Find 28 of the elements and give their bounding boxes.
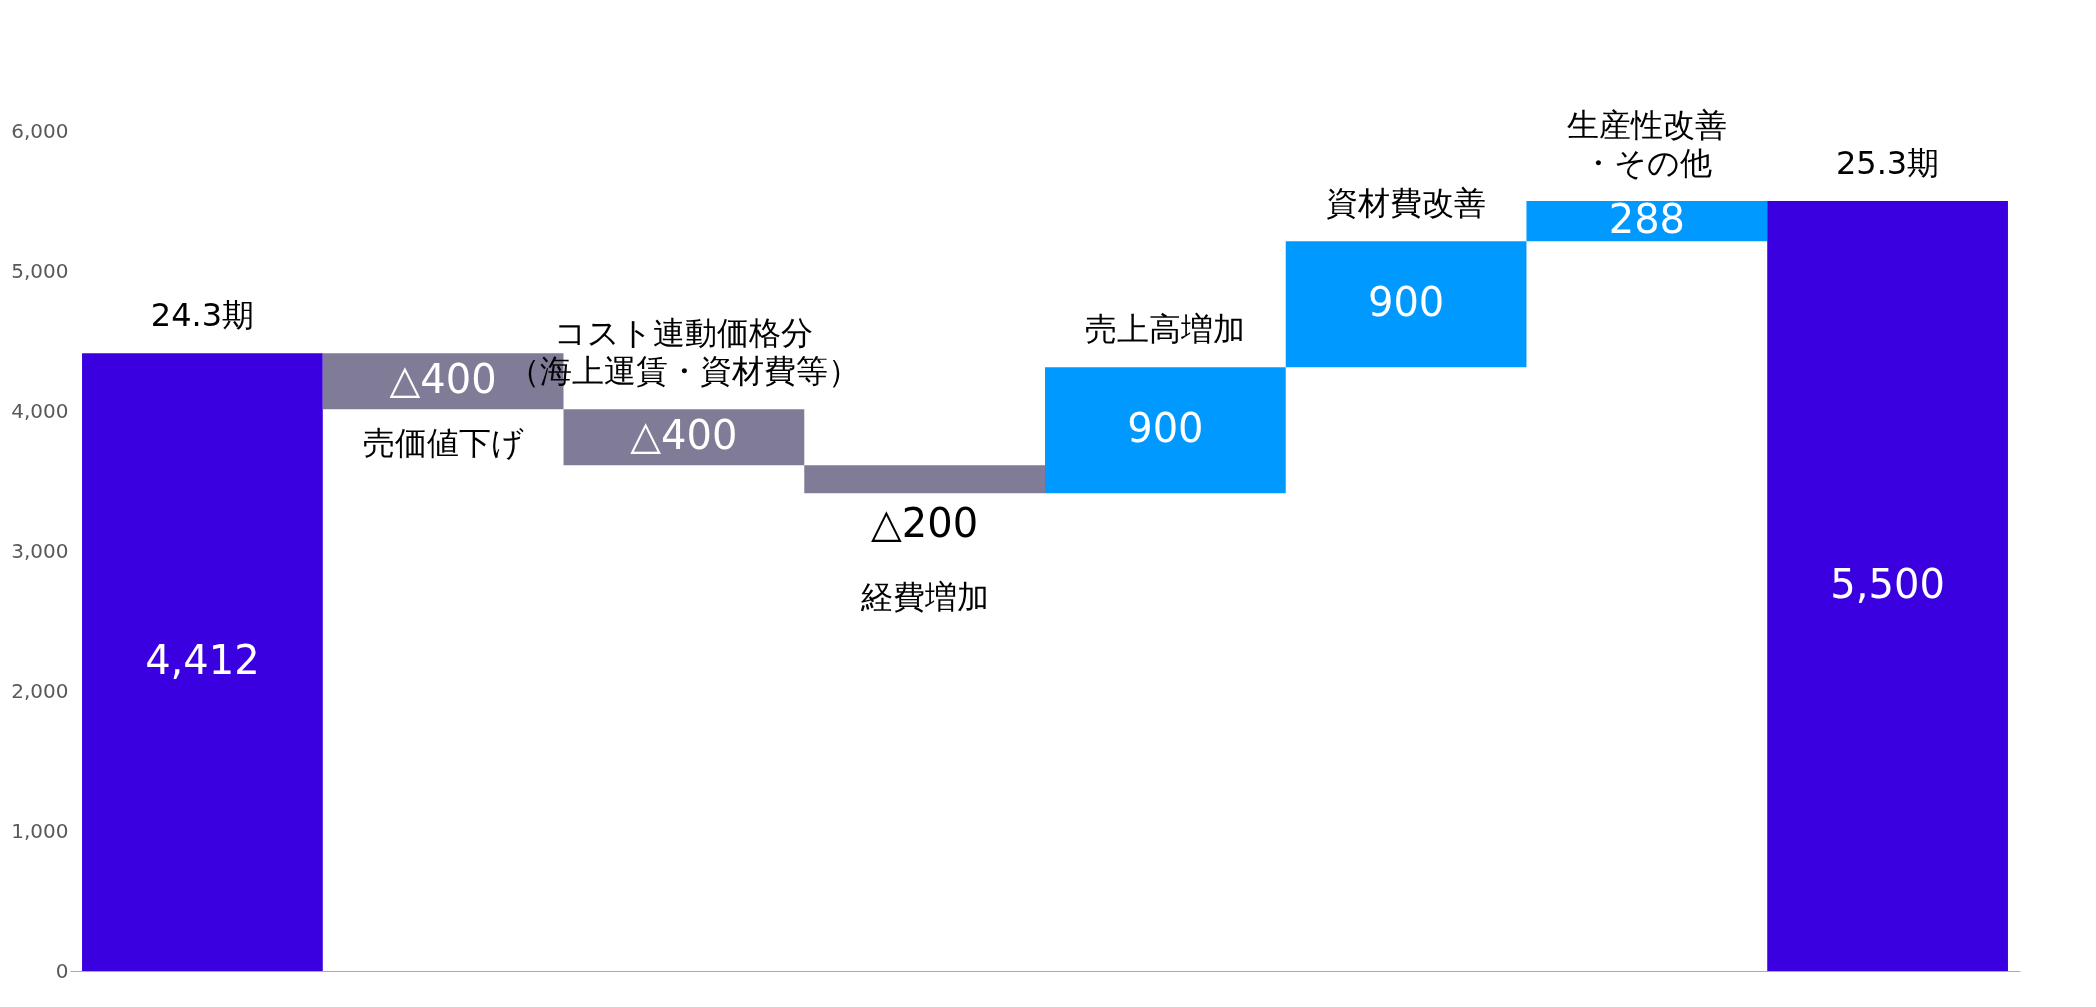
y-tick-label: 5,000 (11, 258, 69, 283)
y-tick-label: 1,000 (11, 818, 69, 843)
data-label: △400 (630, 412, 738, 459)
x-tick-label: 24.3期 (150, 296, 255, 335)
y-tick-label: 4,000 (11, 398, 69, 423)
data-label: △200 (871, 500, 979, 547)
bar (1767, 201, 2008, 971)
data-label: 4,412 (145, 637, 260, 684)
bar (1045, 367, 1286, 494)
data-label: △400 (389, 356, 497, 403)
x-tick-label: 資材費改善 (1326, 184, 1487, 223)
data-label: 288 (1608, 196, 1686, 243)
x-tick-label: 25.3期 (1835, 144, 1940, 182)
y-tick-label: 3,000 (11, 538, 69, 563)
bar (563, 409, 805, 466)
bar (804, 465, 1045, 494)
y-tick-label: 0 (55, 958, 69, 983)
data-label: 900 (1127, 405, 1204, 452)
x-tick-label: 売価値下げ (362, 424, 524, 463)
data-label: 900 (1367, 279, 1445, 326)
bar (1285, 241, 1527, 368)
bar (82, 353, 323, 971)
y-tick-label: 2,000 (11, 678, 69, 703)
x-tick-label: 生産性改善・その他 (1566, 106, 1727, 182)
x-tick-label: 売上高増加 (1085, 310, 1246, 349)
x-tick-label: 経費増加 (859, 578, 989, 617)
y-tick-label: 6,000 (11, 118, 69, 143)
data-label: 5,500 (1830, 561, 1945, 607)
